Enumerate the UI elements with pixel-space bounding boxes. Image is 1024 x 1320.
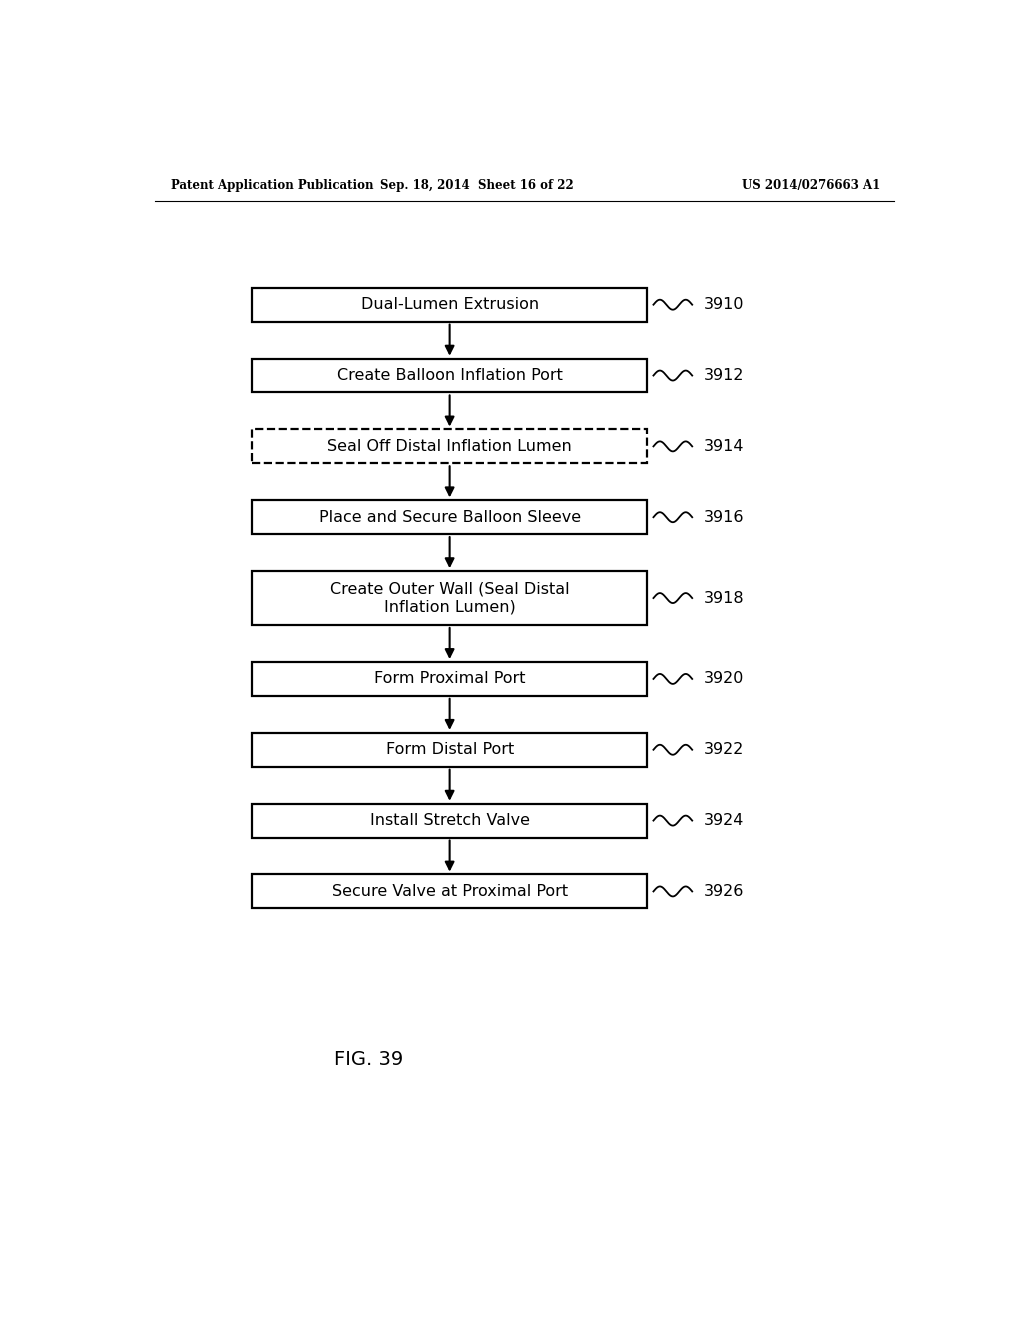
Text: 3910: 3910 <box>703 297 744 313</box>
Text: Form Proximal Port: Form Proximal Port <box>374 672 525 686</box>
Text: Sep. 18, 2014  Sheet 16 of 22: Sep. 18, 2014 Sheet 16 of 22 <box>380 178 573 191</box>
Text: Place and Secure Balloon Sleeve: Place and Secure Balloon Sleeve <box>318 510 581 525</box>
Text: 3926: 3926 <box>703 884 744 899</box>
Text: Patent Application Publication: Patent Application Publication <box>171 178 373 191</box>
FancyBboxPatch shape <box>252 733 647 767</box>
Text: 3920: 3920 <box>703 672 744 686</box>
Text: FIG. 39: FIG. 39 <box>334 1049 402 1069</box>
FancyBboxPatch shape <box>252 874 647 908</box>
FancyBboxPatch shape <box>252 359 647 392</box>
Text: Dual-Lumen Extrusion: Dual-Lumen Extrusion <box>360 297 539 313</box>
Text: 3916: 3916 <box>703 510 744 525</box>
FancyBboxPatch shape <box>252 500 647 535</box>
Text: 3924: 3924 <box>703 813 744 828</box>
Text: Seal Off Distal Inflation Lumen: Seal Off Distal Inflation Lumen <box>328 438 572 454</box>
Text: 3922: 3922 <box>703 742 744 758</box>
Text: US 2014/0276663 A1: US 2014/0276663 A1 <box>741 178 880 191</box>
Text: Create Outer Wall (Seal Distal
Inflation Lumen): Create Outer Wall (Seal Distal Inflation… <box>330 582 569 614</box>
Text: Install Stretch Valve: Install Stretch Valve <box>370 813 529 828</box>
FancyBboxPatch shape <box>252 663 647 696</box>
Text: Form Distal Port: Form Distal Port <box>385 742 514 758</box>
FancyBboxPatch shape <box>252 288 647 322</box>
Text: Create Balloon Inflation Port: Create Balloon Inflation Port <box>337 368 562 383</box>
FancyBboxPatch shape <box>252 572 647 626</box>
Text: Secure Valve at Proximal Port: Secure Valve at Proximal Port <box>332 884 567 899</box>
FancyBboxPatch shape <box>252 429 647 463</box>
Text: 3918: 3918 <box>703 590 744 606</box>
Text: 3914: 3914 <box>703 438 744 454</box>
FancyBboxPatch shape <box>252 804 647 837</box>
Text: 3912: 3912 <box>703 368 744 383</box>
